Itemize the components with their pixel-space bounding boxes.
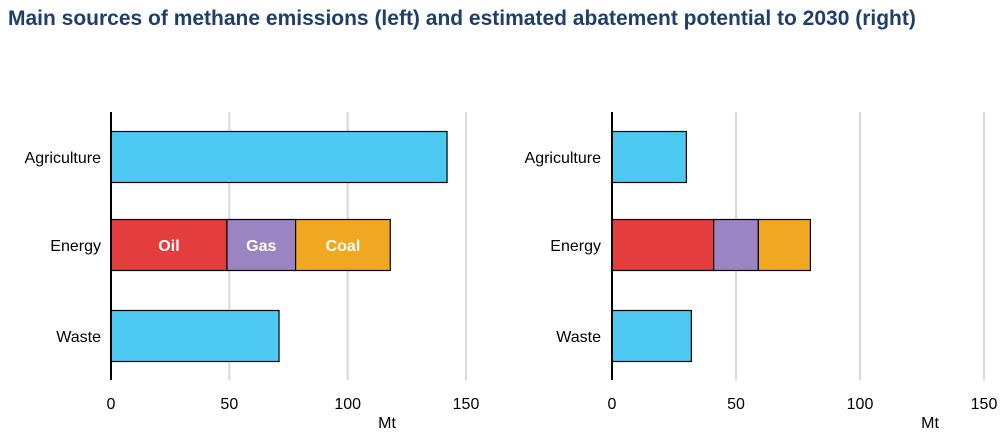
x-tick-label: 150 [971,396,998,413]
segment-label-gas: Gas [246,238,276,255]
bar-waste-waste [611,309,692,363]
x-tick-label: 50 [727,396,745,413]
bar-energy-coal [757,218,812,272]
category-label: Waste [556,329,601,346]
chart-title: Main sources of methane emissions (left)… [8,7,916,30]
x-axis-unit-label: Mt [378,415,396,432]
bar-waste-waste [110,309,280,363]
bar-energy-gas [713,218,759,272]
left-chart-emissions: Agriculture Oil Gas Coal Energy Waste 0 50 100 15… [25,112,480,432]
x-tick-label: 100 [847,396,874,413]
bar-energy-oil [611,218,715,272]
right-chart-abatement: Agriculture Energy Waste 0 50 100 150 Mt [525,112,998,432]
x-tick-label: 0 [107,396,116,413]
category-label: Agriculture [25,150,102,167]
x-tick-label: 150 [453,396,480,413]
category-label: Energy [550,238,601,255]
bar-energy-coal [295,218,391,272]
x-tick-label: 50 [220,396,238,413]
x-tick-label: 0 [608,396,617,413]
x-axis-unit-label: Mt [921,415,939,432]
category-label: Agriculture [525,150,602,167]
category-label: Energy [50,238,101,255]
segment-label-oil: Oil [158,238,179,255]
bar-agriculture-agriculture [611,130,688,184]
category-label: Waste [56,329,101,346]
bar-energy-oil [110,218,228,272]
segment-label-coal: Coal [326,238,361,255]
bar-agriculture-agriculture [110,130,448,184]
x-tick-label: 100 [334,396,361,413]
